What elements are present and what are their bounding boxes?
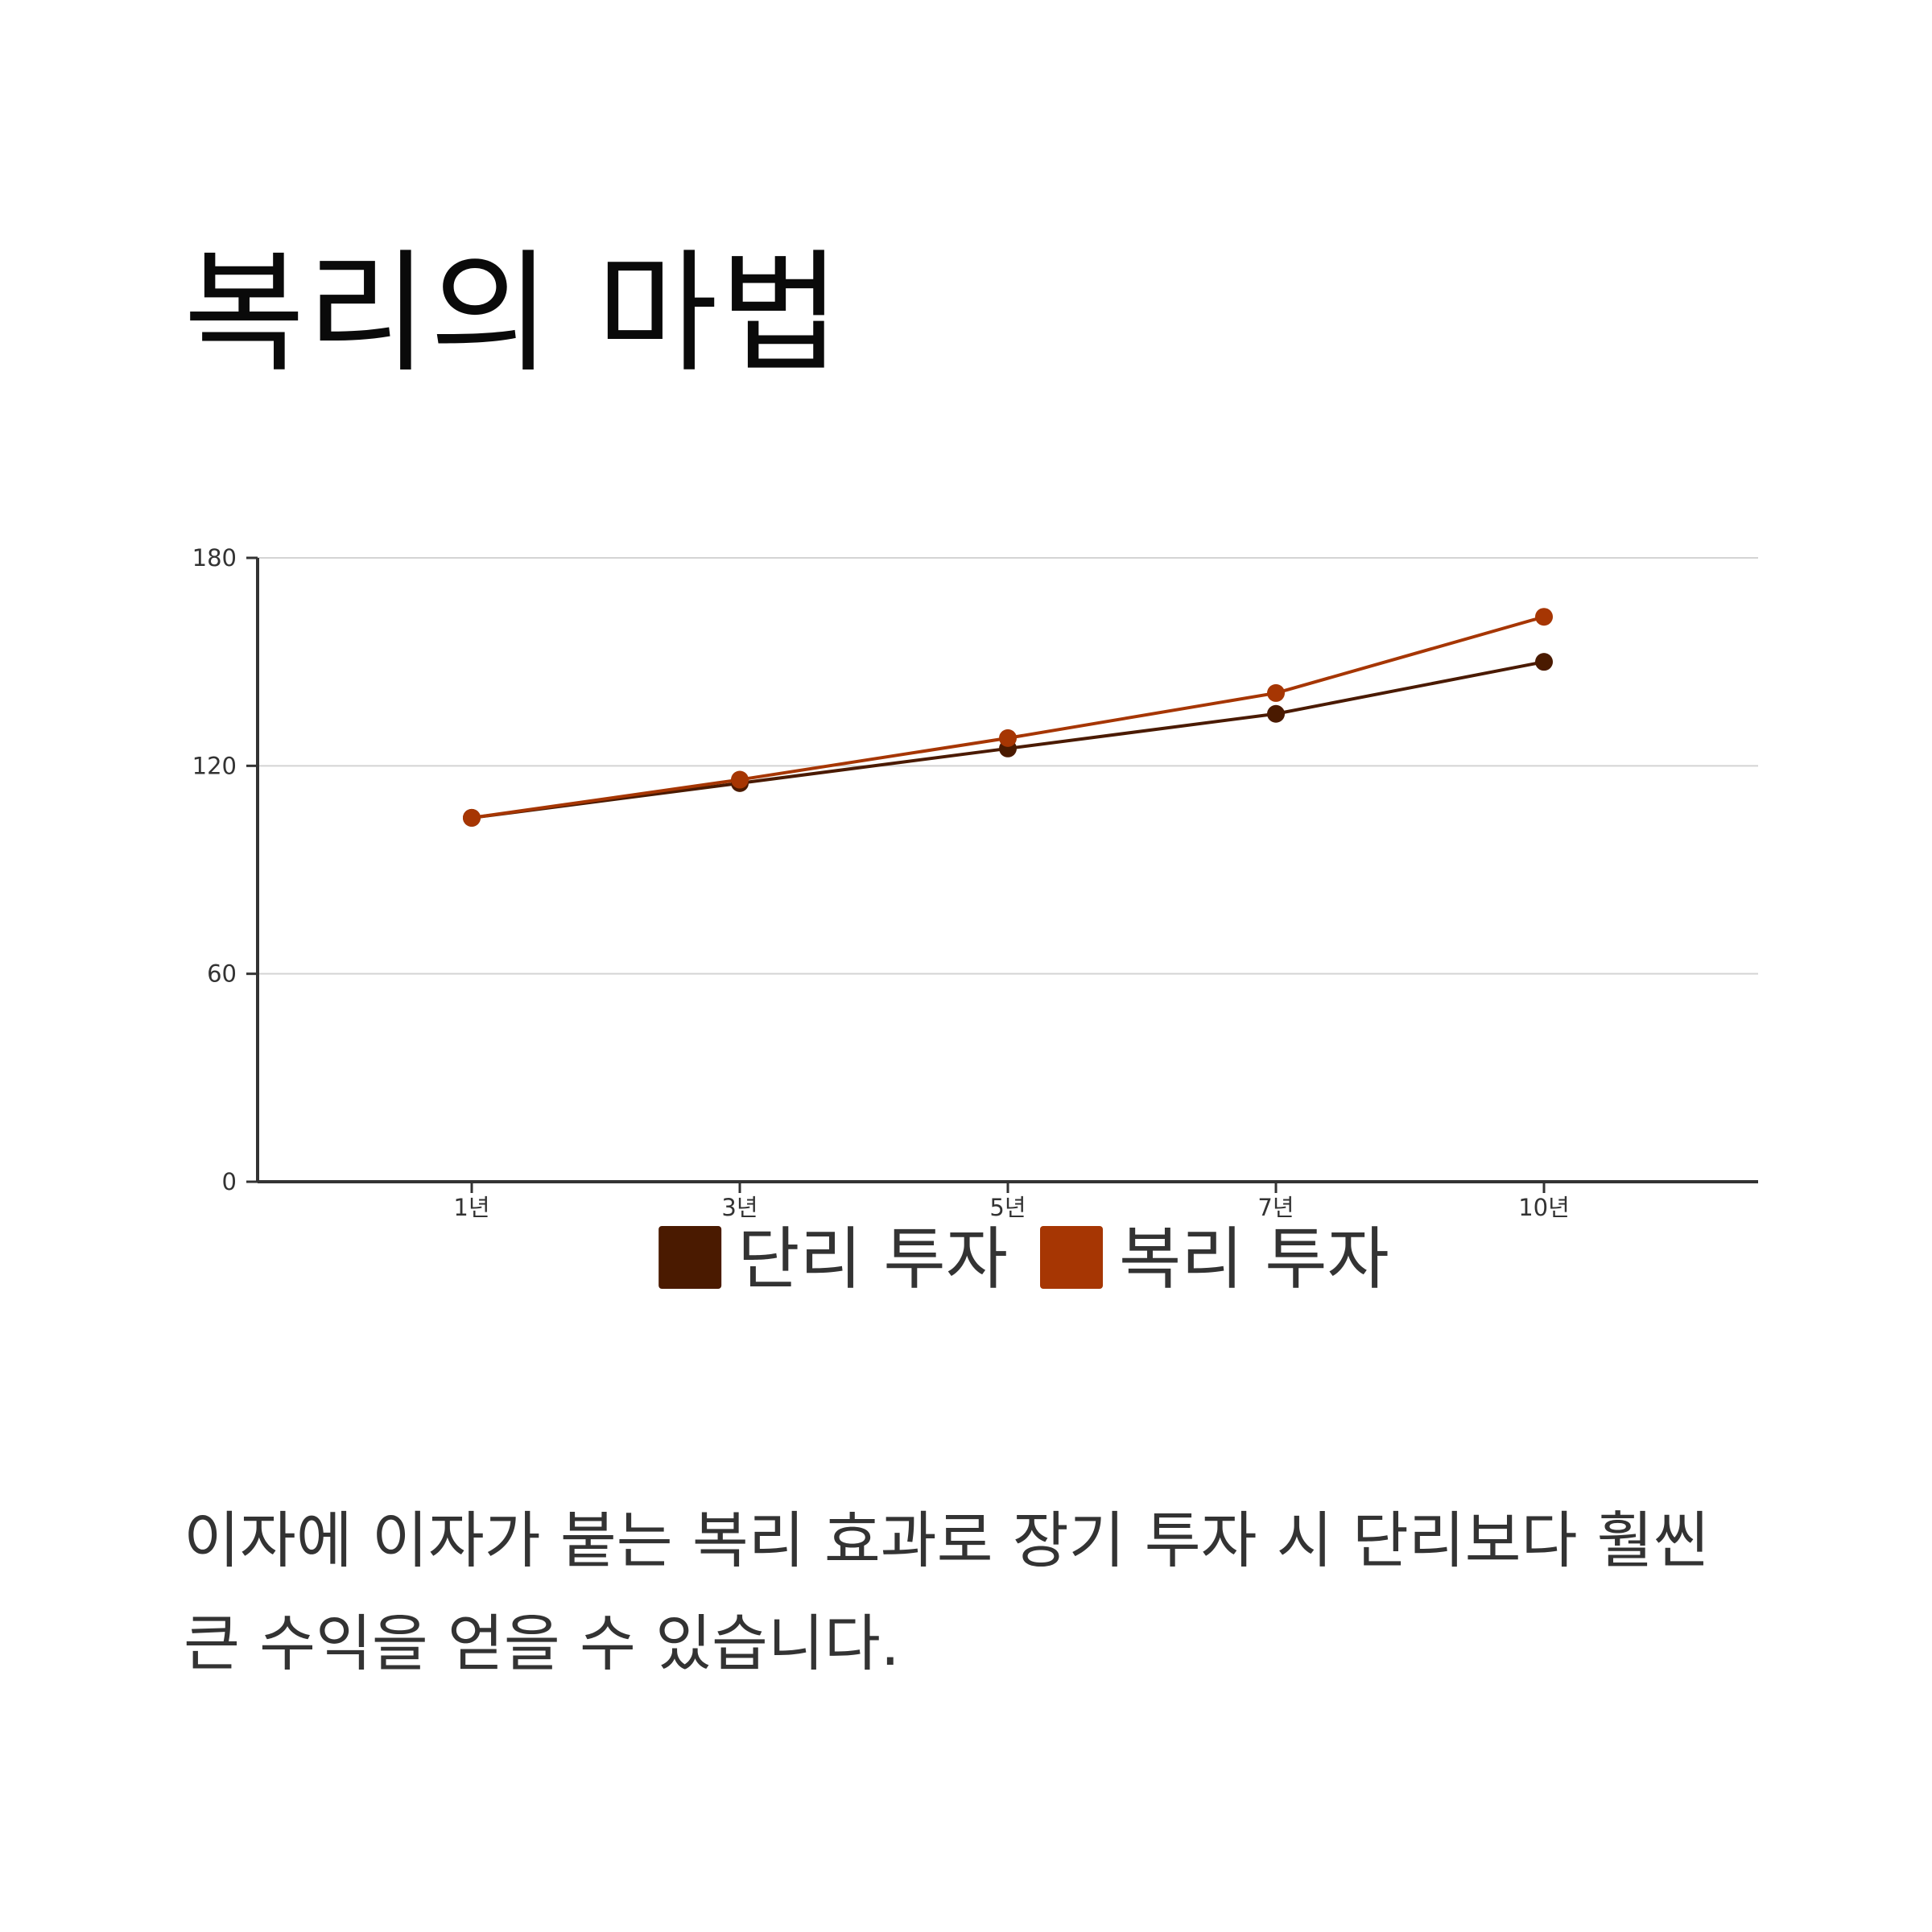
y-tick-label: 60 — [207, 960, 237, 988]
legend-swatch — [658, 1226, 722, 1289]
data-point — [731, 770, 749, 789]
chart-description: 이자에 이자가 붙는 복리 효과로 장기 투자 시 단리보다 훨씬 큰 수익을 … — [184, 1505, 1710, 1679]
data-point — [1535, 653, 1553, 671]
legend-label: 복리 투자 — [1119, 1220, 1389, 1298]
x-tick-label: 3년 — [721, 1194, 758, 1221]
x-tick-label: 5년 — [989, 1194, 1026, 1221]
grid-lines — [258, 557, 1758, 975]
series-lines — [463, 608, 1553, 827]
axes: 0 60 120 180 1년 3년 5년 7년 10년 — [192, 544, 1758, 1221]
legend-label: 단리 투자 — [737, 1220, 1008, 1298]
y-tick-label: 180 — [192, 544, 237, 572]
x-tick-label: 10년 — [1518, 1194, 1570, 1221]
data-point — [463, 808, 481, 827]
data-point — [999, 729, 1017, 747]
legend: 단리 투자 복리 투자 — [658, 1220, 1389, 1298]
y-tick-label: 120 — [192, 752, 237, 779]
legend-swatch — [1040, 1226, 1103, 1289]
series-line-2 — [471, 615, 1545, 819]
page-title: 복리의 마법 — [184, 237, 843, 390]
y-tick-label: 0 — [222, 1168, 237, 1195]
x-tick-label: 1년 — [453, 1194, 489, 1221]
data-point — [1267, 704, 1285, 723]
data-point — [1535, 608, 1553, 626]
data-point — [1267, 683, 1285, 702]
x-tick-label: 7년 — [1257, 1194, 1294, 1221]
